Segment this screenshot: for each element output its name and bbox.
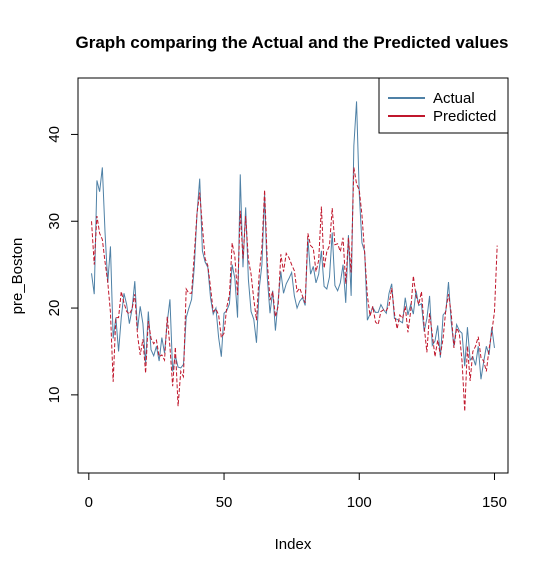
x-tick-label: 150 — [482, 494, 507, 511]
series-line-predicted — [91, 167, 498, 412]
x-tick-label: 0 — [85, 494, 93, 511]
x-tick-label: 50 — [216, 494, 233, 511]
series-line-actual — [91, 101, 495, 380]
y-tick-label: 10 — [46, 387, 63, 404]
y-tick-label: 20 — [46, 300, 63, 317]
plot-frame — [77, 77, 509, 474]
legend: Actual Predicted — [378, 77, 509, 134]
legend-label-actual: Actual — [433, 90, 475, 107]
x-axis-label: Index — [275, 536, 312, 553]
legend-box — [378, 77, 509, 134]
chart-title: Graph comparing the Actual and the Predi… — [76, 33, 509, 52]
y-tick-label: 40 — [46, 126, 63, 143]
y-axis-label: pre_Boston — [9, 238, 26, 315]
plot-lines — [91, 101, 498, 412]
x-tick-label: 100 — [347, 494, 372, 511]
y-tick-label: 30 — [46, 213, 63, 230]
legend-label-predicted: Predicted — [433, 108, 496, 125]
